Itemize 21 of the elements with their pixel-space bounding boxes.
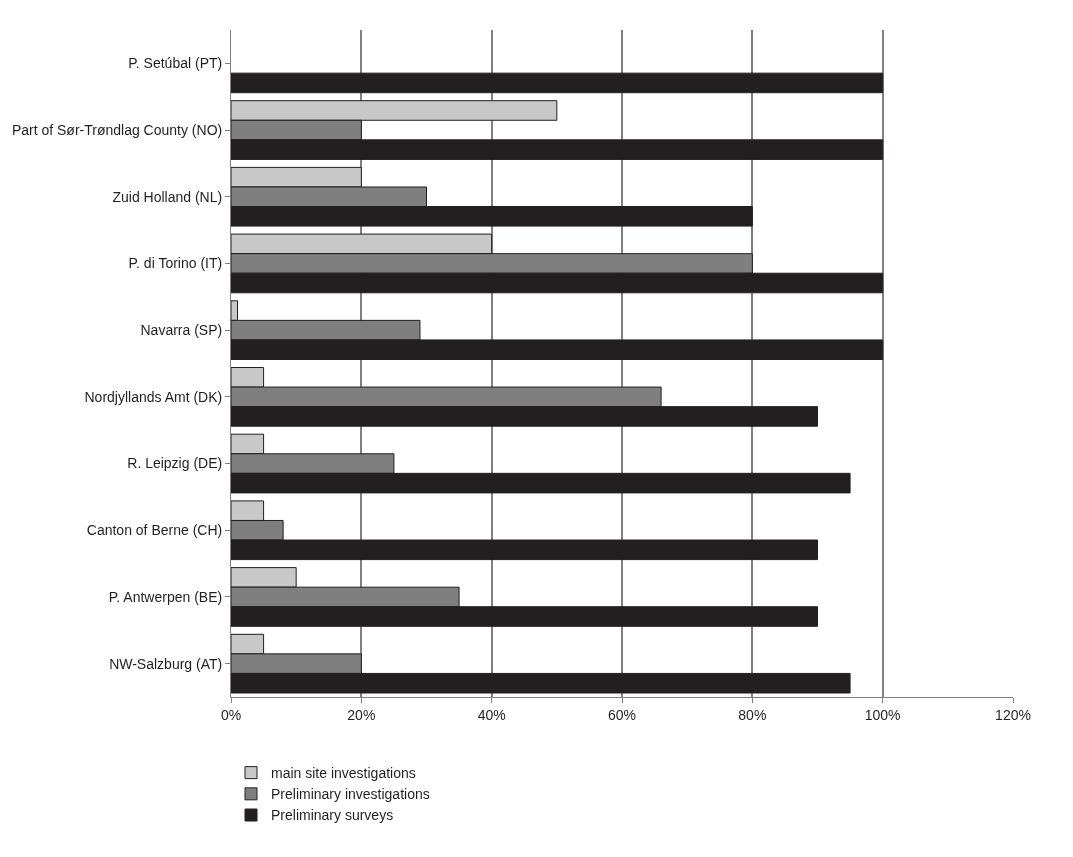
x-tick-label: 20% — [347, 706, 376, 723]
y-tick-label: P. di Torino (IT) — [128, 255, 223, 272]
y-tick-label: Zuid Holland (NL) — [112, 188, 223, 205]
y-tick-label: Nordjyllands Amt (DK) — [84, 388, 223, 405]
legend-label: Preliminary investigations — [271, 786, 430, 803]
y-tick-label: NW-Salzburg (AT) — [109, 655, 223, 672]
y-tick-label: R. Leipzig (DE) — [127, 455, 223, 472]
x-tick-label: 0% — [220, 706, 242, 723]
bar — [231, 72, 884, 94]
y-tick-label: P. Antwerpen (BE) — [108, 588, 223, 605]
y-tick-label: P. Setúbal (PT) — [128, 55, 223, 72]
legend-label: Preliminary surveys — [271, 807, 394, 824]
y-tick-label: Navarra (SP) — [140, 322, 223, 339]
legend-label: main site investigations — [271, 765, 416, 782]
x-tick-label: 80% — [738, 706, 767, 723]
y-tick-label: Part of Sør-Trøndlag County (NO) — [11, 121, 223, 138]
x-tick-label: 40% — [477, 706, 506, 723]
y-tick-label: Canton of Berne (CH) — [86, 522, 223, 539]
x-tick-label: 60% — [607, 706, 637, 723]
x-tick-label: 120% — [995, 706, 1031, 723]
x-tick-label: 100% — [864, 706, 901, 723]
